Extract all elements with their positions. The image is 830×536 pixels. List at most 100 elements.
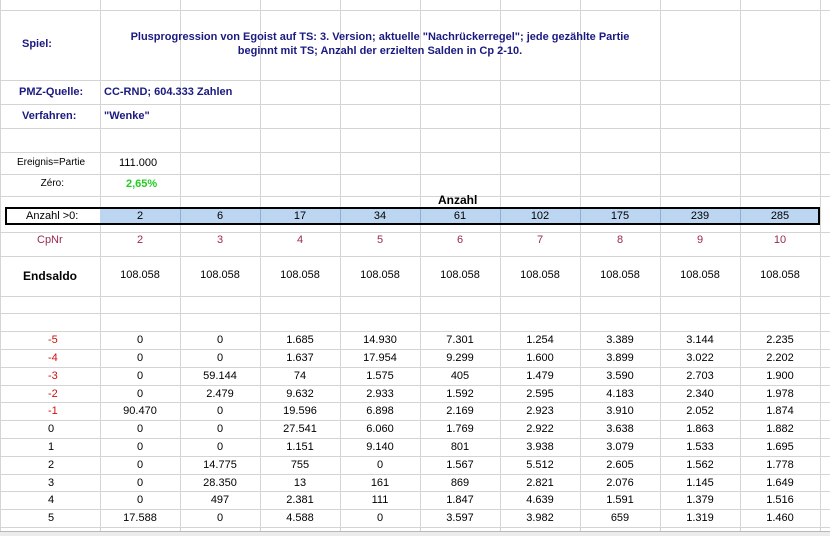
cpnr-label: CpNr: [37, 234, 63, 246]
table-cell: 1.637: [286, 352, 314, 364]
table-cell: 6.898: [366, 405, 394, 417]
row-label: -3: [48, 370, 58, 382]
table-cell: 1.769: [446, 423, 474, 435]
anzahl-cell: 102: [530, 210, 550, 222]
game-title-line2: beginnt mit TS; Anzahl der erzielten Sal…: [237, 45, 523, 57]
endsaldo-cell: 108.058: [120, 269, 160, 281]
table-cell: 9.299: [446, 352, 474, 364]
table-cell: 14.930: [363, 334, 397, 346]
table-cell: 0: [216, 423, 224, 435]
endsaldo-cell: 108.058: [200, 269, 240, 281]
sheet-tab-strip[interactable]: [0, 531, 830, 536]
cpnr-cell: 5: [376, 234, 384, 246]
table-cell: 1.685: [286, 334, 314, 346]
table-cell: 1.562: [686, 459, 714, 471]
table-cell: 1.319: [686, 512, 714, 524]
table-cell: 7.301: [446, 334, 474, 346]
anzahl-cell: 2: [136, 210, 144, 222]
ereignis-label: Ereignis=Partie: [17, 157, 86, 168]
table-cell: 1.567: [446, 459, 474, 471]
anzahl-cell: 285: [770, 210, 790, 222]
table-cell: 1.516: [766, 494, 794, 506]
cpnr-cell: 10: [773, 234, 787, 246]
table-cell: 869: [450, 477, 470, 489]
table-cell: 2.923: [526, 405, 554, 417]
game-title: Plusprogression von Egoist auf TS: 3. Ve…: [100, 30, 660, 58]
table-cell: 0: [216, 441, 224, 453]
anzahl-cell: 34: [373, 210, 387, 222]
row-label: 4: [48, 494, 55, 506]
endsaldo-label: Endsaldo: [23, 269, 78, 283]
row-label: -4: [48, 352, 58, 364]
table-cell: 90.470: [123, 405, 157, 417]
endsaldo-cell: 108.058: [360, 269, 400, 281]
table-cell: 17.954: [363, 352, 397, 364]
table-cell: 19.596: [283, 405, 317, 417]
row-label: -2: [48, 388, 58, 400]
table-cell: 3.597: [446, 512, 474, 524]
table-cell: 1.254: [526, 334, 554, 346]
table-cell: 59.144: [203, 370, 237, 382]
table-cell: 659: [610, 512, 630, 524]
table-cell: 0: [216, 334, 224, 346]
table-cell: 2.922: [526, 423, 554, 435]
table-cell: 4.183: [606, 388, 634, 400]
table-cell: 1.695: [766, 441, 794, 453]
table-cell: 2.052: [686, 405, 714, 417]
table-cell: 405: [450, 370, 470, 382]
anzahl-cell: 61: [453, 210, 467, 222]
table-cell: 9.140: [366, 441, 394, 453]
table-cell: 2.381: [286, 494, 314, 506]
table-cell: 1.533: [686, 441, 714, 453]
anzahl-cell: 17: [293, 210, 307, 222]
table-cell: 2.605: [606, 459, 634, 471]
table-cell: 3.389: [606, 334, 634, 346]
pmz-value: CC-RND; 604.333 Zahlen: [104, 86, 233, 98]
table-cell: 3.022: [686, 352, 714, 364]
table-cell: 0: [136, 477, 144, 489]
table-cell: 1.379: [686, 494, 714, 506]
table-cell: 17.588: [123, 512, 157, 524]
table-cell: 1.882: [766, 423, 794, 435]
cpnr-cell: 2: [136, 234, 144, 246]
anzahl-cell: 6: [216, 210, 224, 222]
table-cell: 1.649: [766, 477, 794, 489]
table-cell: 4.588: [286, 512, 314, 524]
cpnr-cell: 9: [696, 234, 704, 246]
anzahl-cell: 239: [690, 210, 710, 222]
table-cell: 2.076: [606, 477, 634, 489]
table-cell: 5.512: [526, 459, 554, 471]
anzahl-row-band: [5, 207, 820, 225]
table-cell: 111: [371, 494, 389, 506]
row-label: 3: [48, 477, 55, 489]
zero-label: Zéro:: [40, 178, 64, 189]
endsaldo-cell: 108.058: [520, 269, 560, 281]
table-cell: 1.479: [526, 370, 554, 382]
table-cell: 0: [376, 512, 384, 524]
endsaldo-cell: 108.058: [440, 269, 480, 281]
table-cell: 1.151: [286, 441, 314, 453]
table-cell: 4.639: [526, 494, 554, 506]
ereignis-value: 111.000: [119, 157, 158, 169]
table-cell: 755: [290, 459, 310, 471]
table-cell: 74: [293, 370, 307, 382]
verfahren-label: Verfahren:: [22, 110, 77, 122]
table-cell: 0: [216, 512, 224, 524]
spiel-label: Spiel:: [22, 38, 52, 50]
table-cell: 0: [216, 352, 224, 364]
table-cell: 2.595: [526, 388, 554, 400]
endsaldo-cell: 108.058: [600, 269, 640, 281]
table-cell: 6.060: [366, 423, 394, 435]
table-cell: 0: [136, 459, 144, 471]
table-cell: 2.703: [686, 370, 714, 382]
row-label: 0: [48, 423, 55, 435]
table-cell: 9.632: [286, 388, 314, 400]
table-cell: 1.874: [766, 405, 794, 417]
table-cell: 1.863: [686, 423, 714, 435]
game-title-line1: Plusprogression von Egoist auf TS: 3. Ve…: [130, 31, 630, 43]
table-cell: 0: [136, 423, 144, 435]
zero-value: 2,65%: [126, 178, 158, 190]
pmz-label: PMZ-Quelle:: [19, 86, 84, 98]
cpnr-cell: 4: [296, 234, 304, 246]
